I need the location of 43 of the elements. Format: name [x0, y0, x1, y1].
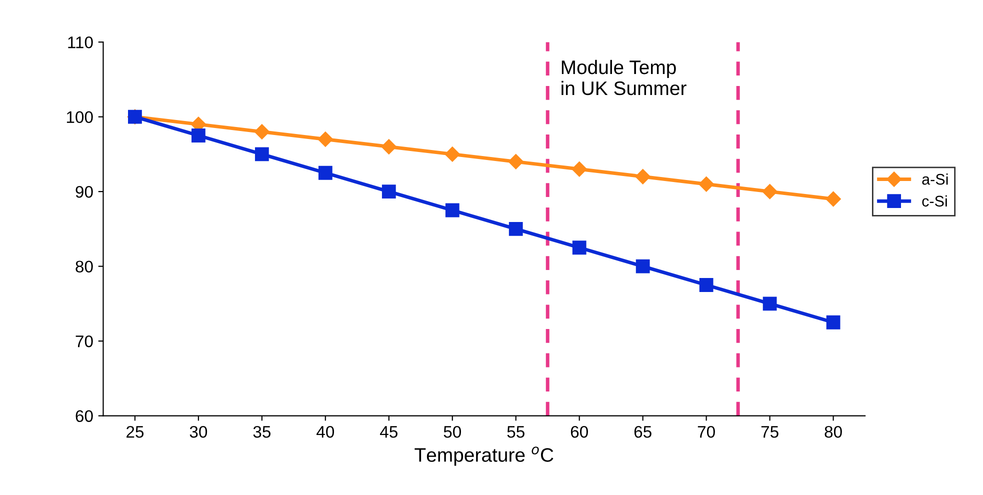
- x-tick-label: 45: [380, 426, 398, 438]
- x-tick-label: 60: [570, 426, 588, 438]
- x-tick-label: 30: [190, 426, 208, 438]
- y-tick-label: 80: [76, 260, 93, 273]
- x-tick-label: 80: [824, 426, 842, 438]
- point: [572, 162, 587, 177]
- point: [635, 169, 650, 184]
- point: [762, 296, 777, 311]
- annotation: Module Temp in UK Summer: [562, 60, 686, 96]
- x-tick-label: 50: [444, 426, 462, 438]
- point: [192, 128, 206, 142]
- y-tick-label: 110: [68, 36, 93, 48]
- point: [254, 147, 269, 162]
- x-tick-label: 25: [126, 426, 144, 438]
- y-tick-label: 70: [76, 335, 93, 348]
- point: [826, 315, 840, 330]
- legend-label: c-Si: [922, 195, 947, 207]
- x-tick-label: 75: [761, 426, 778, 438]
- point: [318, 132, 333, 147]
- legend-label: a-Si: [922, 174, 948, 185]
- point: [508, 222, 523, 236]
- point: [699, 278, 714, 292]
- x-tick-label: 35: [253, 426, 270, 438]
- x-axis-title: Temperature $^{o}$C: [414, 446, 554, 466]
- point: [762, 184, 778, 200]
- point: [698, 176, 714, 192]
- point: [508, 154, 524, 170]
- x-tick-label: 70: [698, 426, 715, 438]
- point: [445, 203, 460, 218]
- y-tick-label: 90: [76, 186, 93, 198]
- y-tick-label: 100: [66, 111, 93, 124]
- x-tick-label: 55: [507, 426, 524, 438]
- point: [382, 184, 396, 199]
- point: [444, 146, 460, 162]
- point: [254, 124, 270, 140]
- y-tick-label: 60: [76, 410, 93, 422]
- point: [318, 166, 332, 180]
- x-tick-label: 40: [316, 426, 334, 438]
- point: [826, 191, 841, 207]
- point: [636, 259, 650, 274]
- x-tick-label: 65: [634, 426, 652, 438]
- point: [381, 139, 396, 154]
- point: [572, 240, 586, 255]
